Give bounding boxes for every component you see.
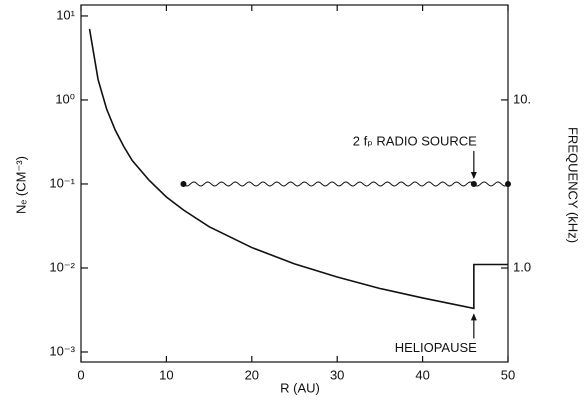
y-tick-label: 10⁻² <box>49 259 75 274</box>
x-tick-label: 10 <box>159 367 173 382</box>
x-tick-label: 50 <box>501 367 515 382</box>
x-tick-label: 0 <box>77 367 84 382</box>
plot-frame <box>80 4 509 363</box>
x-tick-label: 20 <box>245 367 259 382</box>
radio-source-point <box>505 180 511 187</box>
y-tick-label: 10¹ <box>56 7 75 22</box>
y2-axis-label: FREQUENCY (kHz) <box>566 127 581 243</box>
y-tick-label: 10⁰ <box>55 91 75 106</box>
arrow-head <box>470 171 477 179</box>
y-axis-label: Nₑ (CM⁻³) <box>13 156 28 214</box>
y-tick-label: 10⁻¹ <box>49 175 75 190</box>
y2-tick-label: 10. <box>513 91 531 106</box>
x-tick-label: 30 <box>330 367 344 382</box>
radio-source-point <box>180 180 187 187</box>
y-tick-label: 10⁻³ <box>49 343 75 358</box>
x-axis-label: R (AU) <box>280 380 320 395</box>
radio-source-point <box>470 180 477 187</box>
radio-source-wave <box>183 181 508 187</box>
heliopause-label: HELIOPAUSE <box>395 340 477 355</box>
y2-tick-label: 1.0 <box>513 259 531 274</box>
radio-source-label: 2 fₚ RADIO SOURCE <box>353 133 477 148</box>
data-line <box>88 28 508 310</box>
arrow-head <box>470 313 477 321</box>
x-tick-label: 40 <box>415 367 429 382</box>
